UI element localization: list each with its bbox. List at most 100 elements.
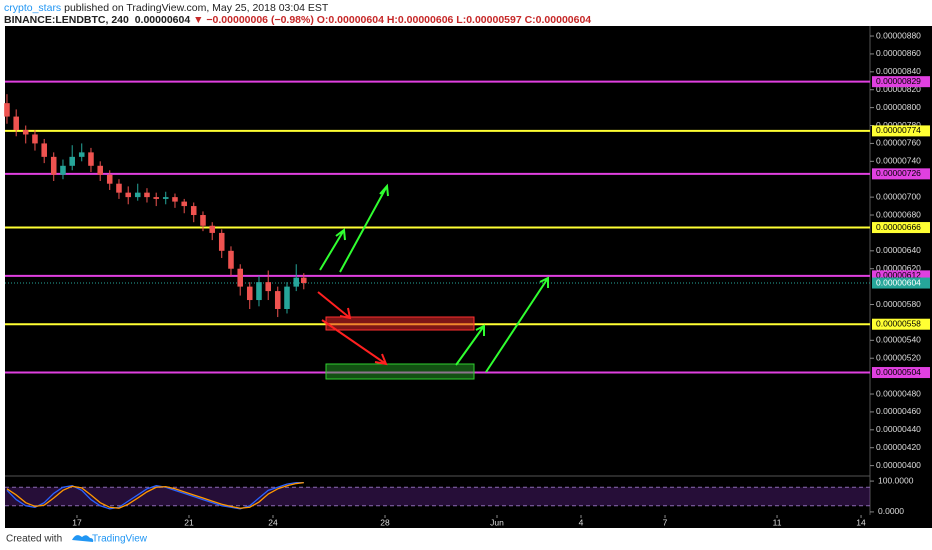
level-label: 0.00000829 [876, 76, 921, 86]
candle-body [116, 183, 122, 193]
level-label: 0.00000604 [876, 277, 921, 287]
symbol-line: BINANCE:LENDBTC, 240 0.00000604 ▼ −0.000… [4, 14, 591, 26]
candle-body [301, 277, 307, 284]
x-tick-label: 21 [184, 517, 194, 527]
ohlc: O:0.00000604 H:0.00000606 L:0.00000597 C… [316, 14, 592, 26]
candle-body [22, 129, 29, 135]
candle-body [256, 282, 262, 301]
candle-body [144, 192, 150, 198]
candle-body [41, 143, 47, 157]
x-tick-label: 24 [268, 517, 278, 527]
level-label-bg [872, 168, 930, 180]
y-tick-label: 0.00000780 [876, 120, 921, 130]
candle-body [60, 165, 66, 175]
candle-body [97, 165, 103, 175]
y-tick-label: 0.00000400 [876, 460, 921, 470]
y-tick-label: 0.00000460 [876, 406, 921, 416]
candle-body [32, 134, 38, 144]
candle-body [237, 268, 243, 287]
y-tick-label: 0.00000420 [876, 442, 921, 452]
footer-created: Created with [6, 534, 62, 545]
candle-body [190, 206, 197, 216]
candle-body [50, 156, 57, 175]
candle-body [13, 116, 19, 130]
candle-body [69, 156, 75, 166]
candle-body [265, 282, 271, 292]
x-tick-label: 14 [856, 517, 866, 527]
background [5, 26, 932, 528]
target-box [325, 316, 475, 331]
change: ▼ −0.00000006 (−0.98%) [193, 14, 314, 26]
x-tick-label: 7 [663, 517, 668, 527]
footer-brand[interactable]: TradingView [92, 534, 148, 545]
x-tick-label: 17 [72, 517, 82, 527]
osc-tick-label: 100.0000 [878, 475, 914, 485]
y-tick-label: 0.00000800 [876, 102, 921, 112]
candle-body [200, 215, 206, 226]
y-tick-label: 0.00000480 [876, 388, 921, 398]
level-label-bg [872, 270, 930, 282]
x-tick-label: Jun [490, 517, 504, 527]
candle-body [293, 277, 299, 287]
candle-body [4, 103, 10, 117]
candle-body [246, 286, 253, 301]
osc-line [6, 481, 304, 510]
x-tick-label: 4 [579, 517, 584, 527]
y-tick-label: 0.00000620 [876, 263, 921, 273]
x-tick-label: 11 [773, 517, 782, 527]
footer-bg [0, 528, 932, 550]
candle-body [78, 152, 85, 157]
level-label-bg [872, 76, 930, 88]
y-tick-label: 0.00000680 [876, 209, 921, 219]
level-label: 0.00000774 [876, 125, 921, 135]
annotations [317, 183, 549, 380]
osc-band [5, 487, 870, 506]
level-label-bg [872, 318, 930, 330]
candle-body [209, 225, 215, 233]
level-label: 0.00000726 [876, 168, 921, 178]
candle-body [134, 192, 141, 198]
y-tick-label: 0.00000700 [876, 191, 921, 201]
author[interactable]: crypto_stars [4, 2, 62, 14]
logo [72, 535, 94, 542]
header-line: crypto_stars published on TradingView.co… [4, 2, 328, 14]
y-tick-label: 0.00000580 [876, 299, 921, 309]
candle-body [274, 291, 281, 309]
level-label: 0.00000666 [876, 222, 921, 232]
level-label-bg [872, 222, 930, 234]
candle-body [284, 286, 290, 309]
y-tick-label: 0.00000840 [876, 66, 921, 76]
osc-line [6, 481, 304, 509]
level-label: 0.00000504 [876, 367, 921, 377]
candle-body [162, 197, 169, 199]
level-label-bg [872, 277, 930, 289]
level-label-bg [872, 367, 930, 379]
candle-body [125, 192, 131, 198]
y-tick-label: 0.00000880 [876, 30, 921, 40]
candle-body [153, 197, 159, 199]
y-tick-label: 0.00000860 [876, 48, 921, 58]
y-tick-label: 0.00000520 [876, 352, 921, 362]
osc-tick-label: 0.0000 [878, 506, 904, 516]
candle-body [181, 201, 187, 207]
candle-body [172, 197, 178, 202]
candle-body [88, 152, 94, 166]
level-label: 0.00000612 [876, 270, 921, 280]
y-tick-label: 0.00000760 [876, 138, 921, 148]
published: published on TradingView.com, May 25, 20… [64, 2, 329, 14]
level-label: 0.00000558 [876, 318, 921, 328]
level-label-bg [872, 125, 930, 137]
x-tick-label: 28 [380, 517, 390, 527]
y-tick-label: 0.00000440 [876, 424, 921, 434]
symbol: BINANCE:LENDBTC, 240 [4, 14, 129, 26]
y-tick-label: 0.00000740 [876, 156, 921, 166]
green-arrows [319, 183, 549, 373]
target-box [325, 363, 475, 380]
candle-body [106, 174, 113, 184]
candle-body [228, 250, 234, 269]
candle-body [218, 232, 225, 251]
y-tick-label: 0.00000540 [876, 335, 921, 345]
price: 0.00000604 [134, 14, 191, 26]
